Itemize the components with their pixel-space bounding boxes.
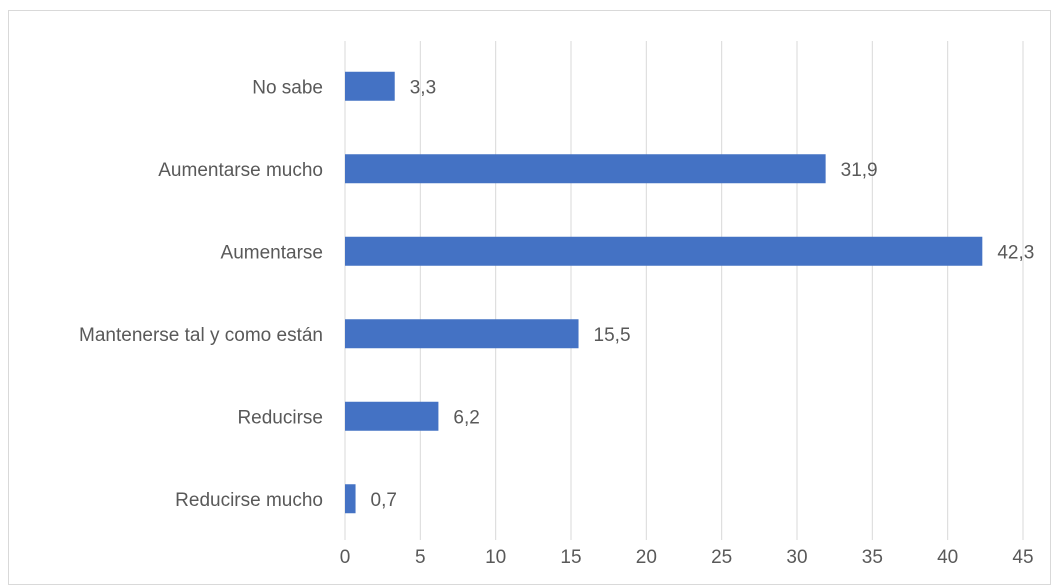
category-label: Aumentarse [221,242,323,263]
category-label: Aumentarse mucho [158,160,323,181]
x-tick-label: 20 [636,547,657,568]
gridlines [344,41,1024,540]
x-tick-label: 0 [340,547,351,568]
x-tick-label: 30 [786,547,807,568]
data-label: 6,2 [453,407,479,428]
category-label: No sabe [252,77,323,98]
x-tick-label: 5 [415,547,426,568]
x-tick-label: 35 [862,547,883,568]
data-label: 0,7 [371,490,397,511]
category-label: Reducirse mucho [175,490,323,511]
chart-frame [8,10,1051,585]
data-labels: 3,3 31,9 42,3 15,5 6,2 0,7 [371,77,1035,511]
bar [345,401,439,431]
category-label: Mantenerse tal y como están [79,325,323,346]
bars [345,71,983,514]
x-tick-label: 40 [937,547,958,568]
data-label: 15,5 [594,325,631,346]
bar [345,236,983,266]
x-tick-label: 10 [485,547,506,568]
x-axis-tick-labels: 0 5 10 15 20 25 30 35 40 45 [340,547,1034,568]
bar [345,319,579,349]
data-label: 31,9 [841,160,878,181]
data-label: 42,3 [997,242,1034,263]
data-label: 3,3 [410,77,436,98]
x-tick-label: 15 [560,547,581,568]
x-tick-label: 25 [711,547,732,568]
bar [345,71,395,101]
bar [345,484,356,514]
x-tick-label: 45 [1012,547,1033,568]
category-labels: No sabe Aumentarse mucho Aumentarse Mantene… [79,77,323,511]
bar [345,154,826,184]
category-label: Reducirse [237,407,323,428]
